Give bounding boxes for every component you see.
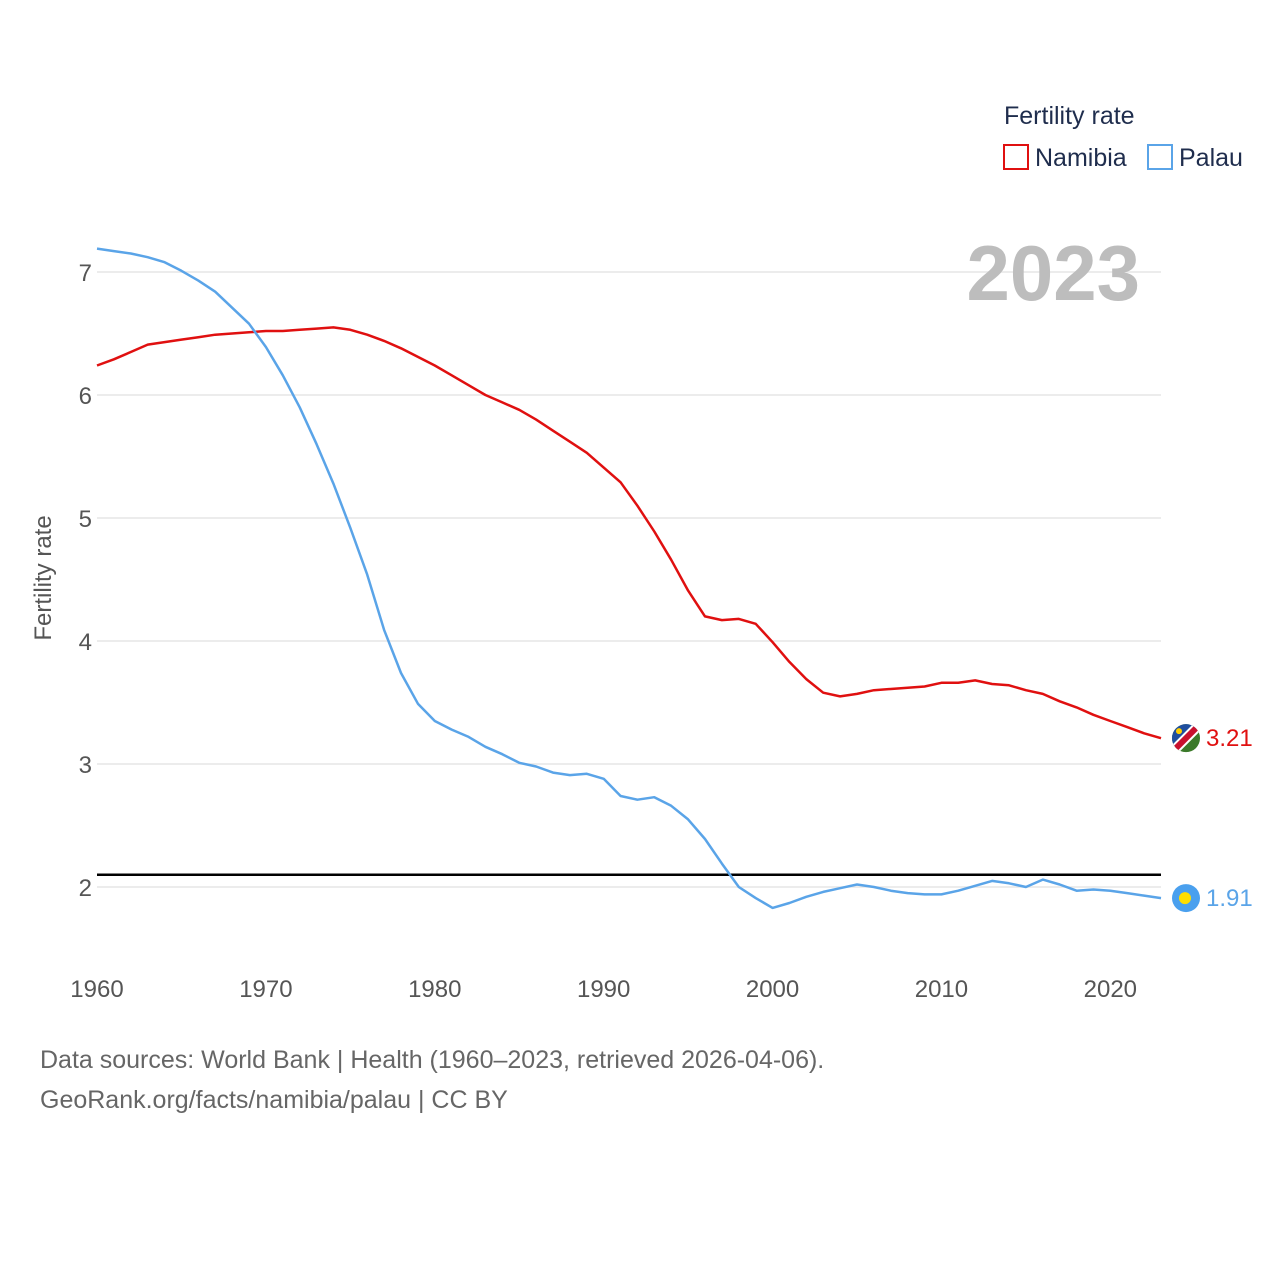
x-tick-label-1990: 1990 [577, 976, 630, 1003]
end-markers: 3.21 1.91 [1172, 724, 1253, 913]
x-tick-label-2020: 2020 [1084, 976, 1137, 1003]
legend-title: Fertility rate [1004, 102, 1135, 130]
x-tick-label-2000: 2000 [746, 976, 799, 1003]
palau-flag-icon [1172, 884, 1200, 913]
year-label: 2023 [966, 229, 1140, 317]
y-tick-label-4: 4 [79, 629, 92, 656]
y-tick-label-7: 7 [79, 260, 92, 287]
source-link-text: GeoRank.org/facts/namibia/palau | CC BY [40, 1086, 508, 1114]
x-axis-ticks: 1960 1970 1980 1990 2000 2010 2020 [70, 976, 1137, 1003]
legend: Fertility rate Namibia Palau [1003, 102, 1243, 172]
y-tick-label-6: 6 [79, 383, 92, 410]
series-line-namibia [96, 326, 1162, 740]
y-axis-title: Fertility rate [30, 515, 57, 640]
x-tick-label-2010: 2010 [915, 976, 968, 1003]
y-tick-label-5: 5 [79, 506, 92, 533]
x-tick-label-1970: 1970 [239, 976, 292, 1003]
y-axis-ticks: 2 3 4 5 6 7 [79, 260, 92, 902]
y-tick-label-3: 3 [79, 752, 92, 779]
legend-label-namibia: Namibia [1035, 144, 1127, 172]
data-sources-text: Data sources: World Bank | Health (1960–… [40, 1046, 825, 1074]
legend-swatch-namibia [1003, 144, 1029, 170]
y-tick-label-2: 2 [79, 875, 92, 902]
series-line-palau [96, 247, 1162, 910]
end-label-namibia: 3.21 [1206, 725, 1253, 752]
grid-lines [97, 271, 1161, 888]
series-lines [96, 247, 1162, 910]
legend-label-palau: Palau [1179, 144, 1243, 172]
x-tick-label-1980: 1980 [408, 976, 461, 1003]
namibia-flag-icon [1172, 724, 1200, 753]
footer: Data sources: World Bank | Health (1960–… [40, 1040, 824, 1120]
end-label-palau: 1.91 [1206, 885, 1253, 912]
legend-swatch-palau [1147, 144, 1173, 170]
x-tick-label-1960: 1960 [70, 976, 123, 1003]
